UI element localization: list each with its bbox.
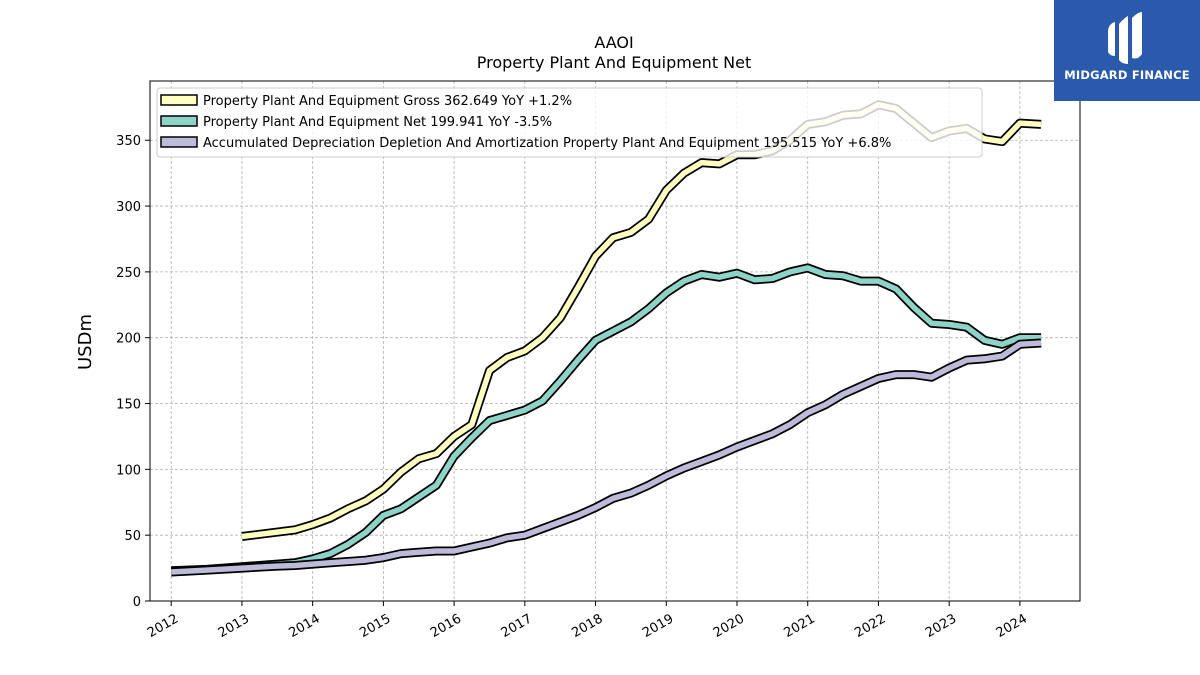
y-tick-label: 300: [116, 200, 141, 215]
y-tick-label: 200: [116, 332, 141, 347]
legend-label-0: Property Plant And Equipment Gross 362.6…: [203, 94, 572, 109]
x-tick-label: 2022: [852, 611, 888, 641]
plot-frame: [149, 80, 1081, 602]
y-tick-label: 100: [116, 463, 141, 478]
legend-swatch-0: [160, 94, 198, 106]
legend: Property Plant And Equipment Gross 362.6…: [156, 87, 983, 158]
x-tick-label: 2013: [216, 611, 252, 641]
legend-swatch-2: [160, 136, 198, 148]
legend-label-1: Property Plant And Equipment Net 199.941…: [203, 115, 552, 130]
y-tick-label: 150: [116, 398, 141, 413]
legend-swatch-1: [160, 115, 198, 127]
grid-lines: [150, 81, 1080, 602]
x-tick-label: 2016: [428, 611, 464, 641]
x-tick-label: 2018: [569, 611, 605, 641]
y-tick-label: 250: [116, 266, 141, 281]
x-tick-label: 2012: [145, 611, 181, 641]
brand-name: MIDGARD FINANCE: [1064, 68, 1190, 82]
brand-logo: MIDGARD FINANCE: [1054, 0, 1200, 101]
midgard-logo-icon: [1108, 12, 1142, 64]
x-tick-label: 2024: [994, 611, 1030, 641]
x-tick-label: 2017: [499, 611, 535, 641]
series-1: [171, 263, 1042, 576]
y-tick-label: 350: [116, 134, 141, 149]
x-tick-label: 2023: [923, 611, 959, 641]
series-layer: [170, 100, 1042, 577]
y-tick-label: 0: [133, 595, 141, 610]
y-axis-label: USDm: [75, 314, 96, 370]
series-0: [241, 100, 1042, 541]
series-2: [170, 338, 1042, 577]
x-tick-label: 2021: [782, 611, 818, 641]
y-tick-label: 50: [124, 529, 141, 544]
x-tick-label: 2015: [357, 611, 393, 641]
series-1-line: [171, 265, 1042, 574]
series-2-line: [171, 340, 1042, 575]
series-0-line: [241, 101, 1042, 540]
x-tick-label: 2020: [711, 611, 747, 641]
chart-subtitle: Property Plant And Equipment Net: [477, 53, 752, 72]
x-tick-label: 2014: [287, 611, 323, 641]
y-axis: 0 50 100 150 200 250 300 350: [116, 134, 150, 610]
x-axis: 2012 2013 2014 2015 2016 2017 2018 2019 2020 2021…: [145, 601, 1030, 641]
chart-title: AAOI: [594, 33, 633, 52]
series-0-outline: [241, 100, 1042, 541]
x-tick-label: 2019: [640, 611, 676, 641]
legend-label-2: Accumulated Depreciation Depletion And A…: [203, 136, 891, 151]
legend-box: [156, 87, 983, 158]
